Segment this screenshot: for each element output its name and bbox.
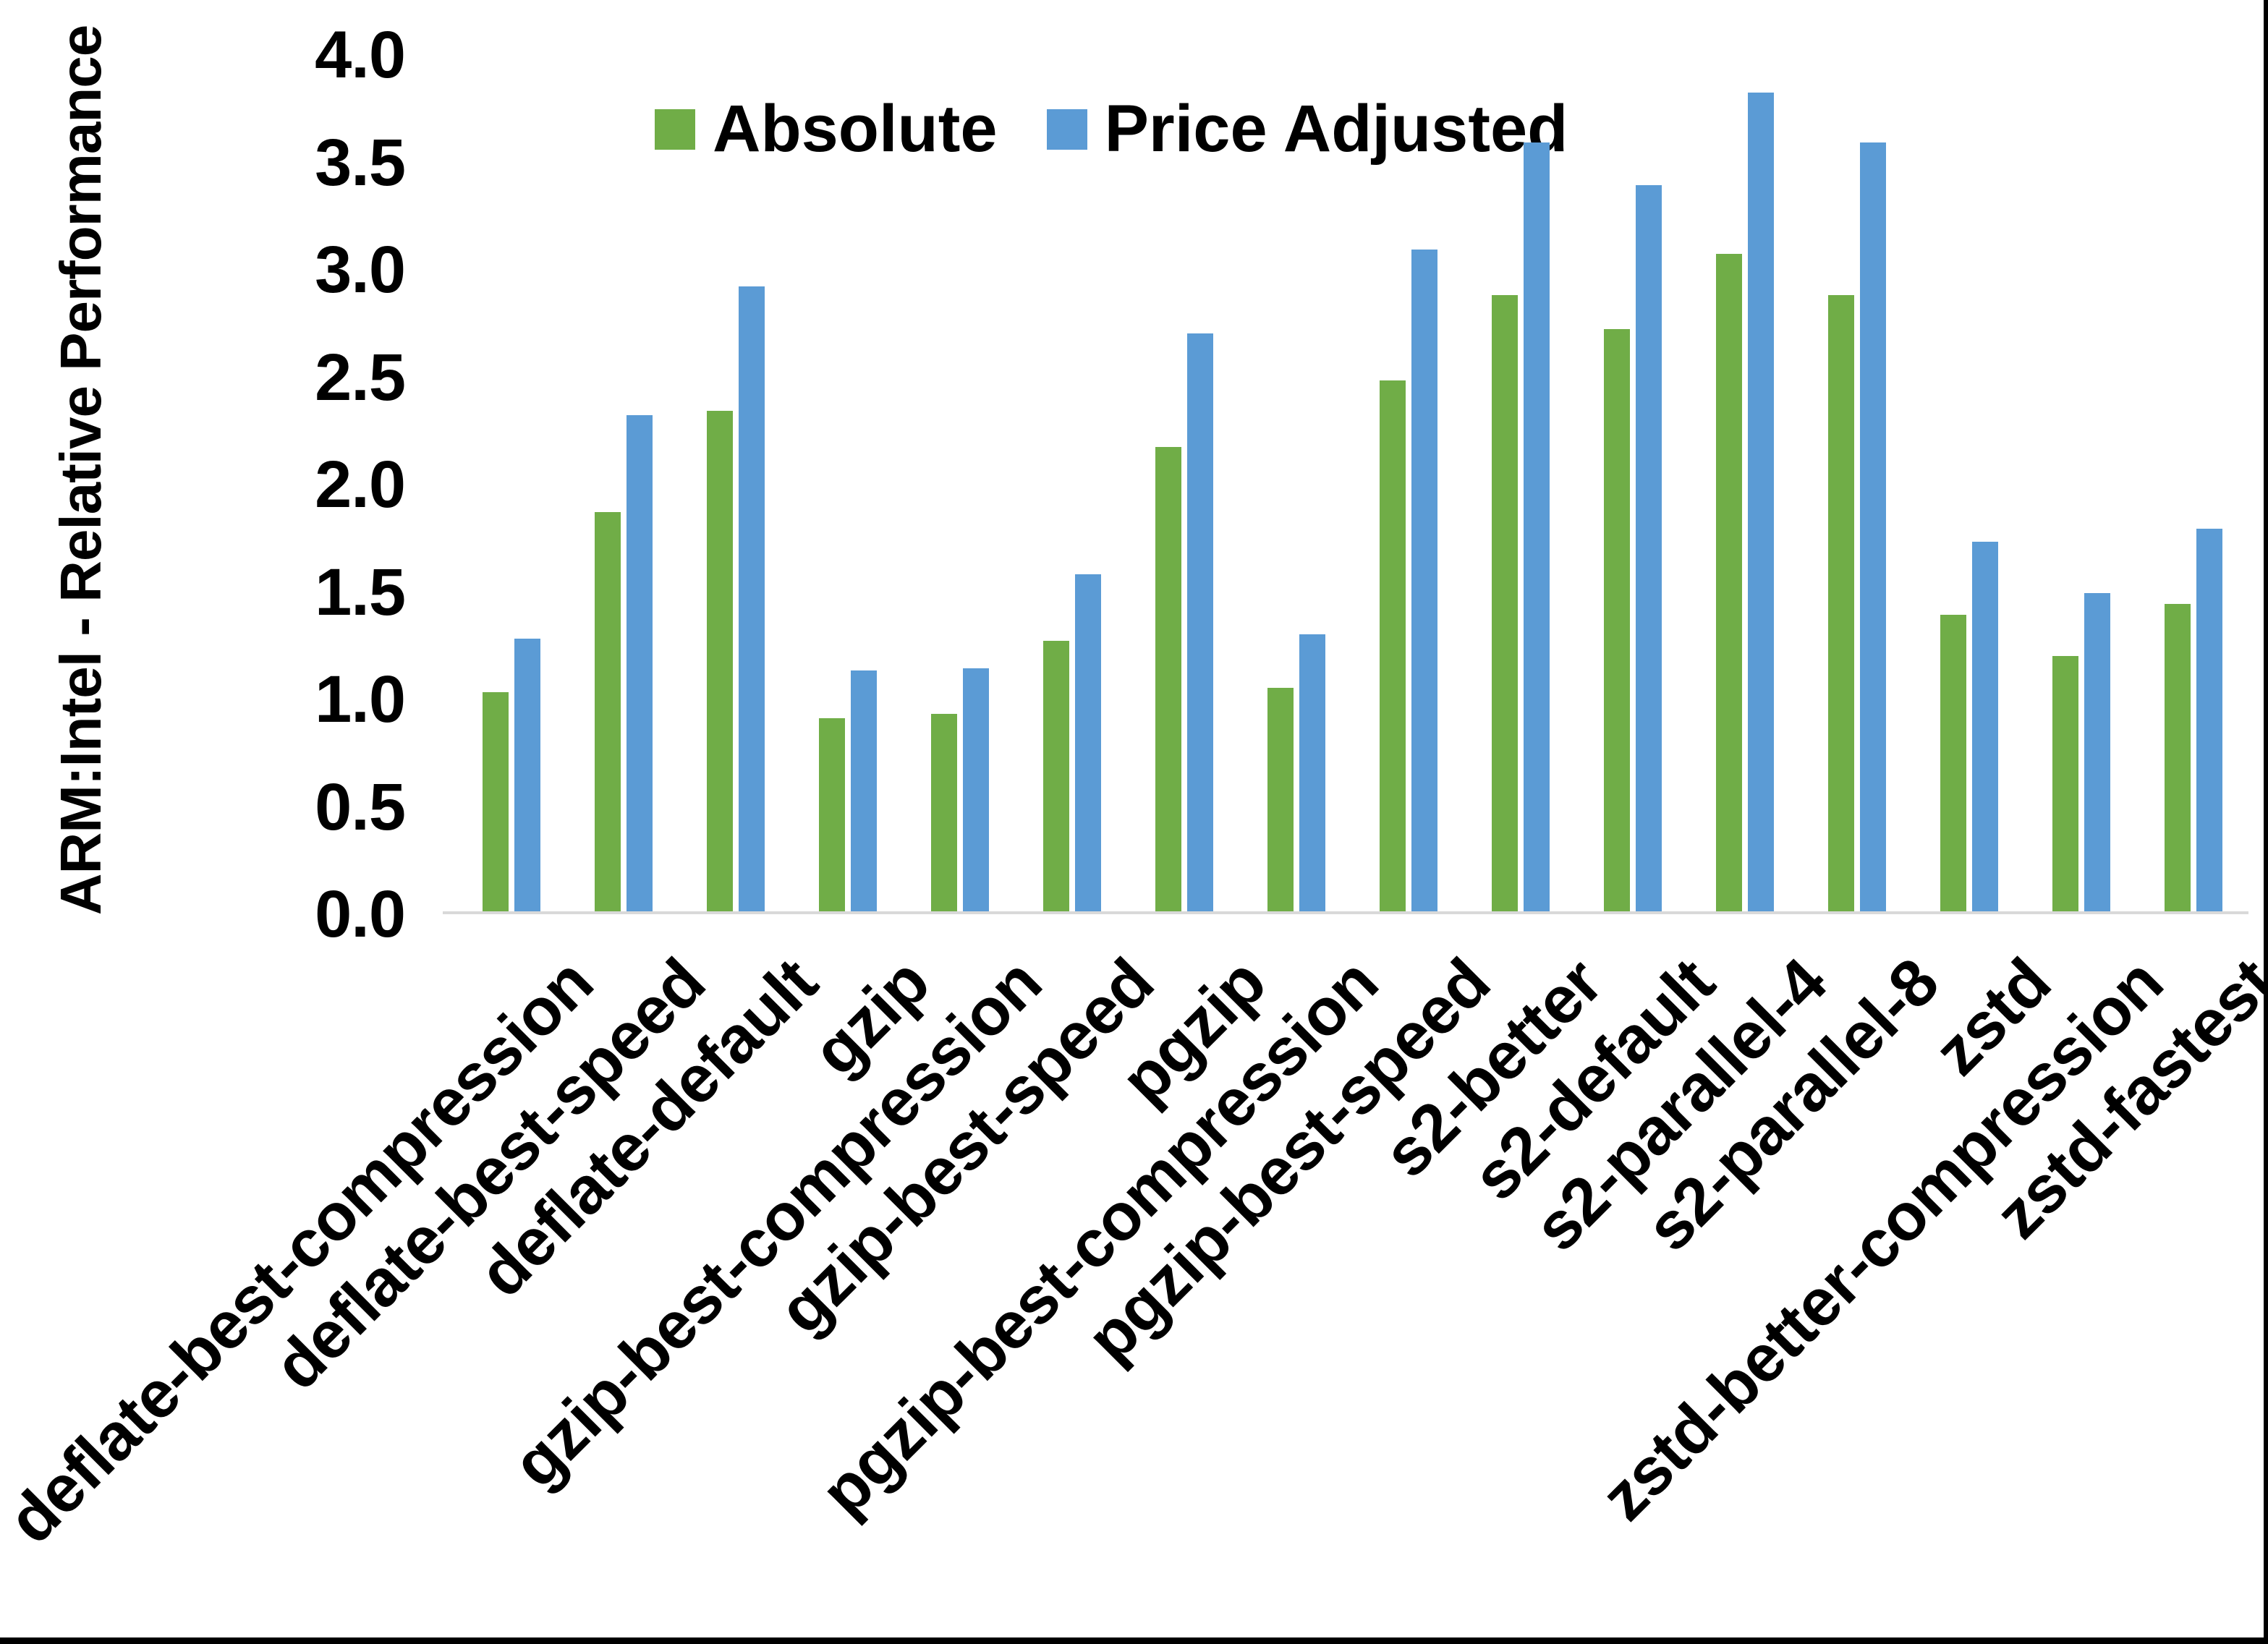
bar-price-adjusted-gzip [851, 670, 877, 911]
legend-item-price-adjusted: Price Adjusted [1046, 91, 1568, 167]
bar-absolute-zstd-fastest [2165, 604, 2191, 911]
bar-absolute-pgzip [1155, 447, 1181, 911]
bar-absolute-deflate-best-speed [595, 512, 621, 911]
bar-absolute-pgzip-best-compression [1267, 688, 1294, 911]
bar-absolute-gzip-best-compression [931, 714, 957, 911]
bar-price-adjusted-pgzip-best-compression [1299, 634, 1325, 911]
y-tick-label: 3.5 [315, 125, 406, 200]
bar-price-adjusted-zstd [1972, 542, 1998, 911]
bar-absolute-gzip [819, 718, 845, 911]
window-border-right [2264, 0, 2268, 1644]
y-tick-label: 0.5 [315, 770, 406, 844]
bar-price-adjusted-gzip-best-speed [1075, 574, 1101, 911]
y-tick-label: 2.0 [315, 448, 406, 521]
bar-absolute-pgzip-best-speed [1380, 380, 1406, 911]
bar-absolute-zstd [1940, 615, 1966, 911]
legend-label-price-adjusted: Price Adjusted [1104, 92, 1568, 166]
bar-absolute-deflate-default [707, 411, 733, 911]
legend-swatch-absolute-icon [655, 108, 695, 150]
bar-price-adjusted-pgzip-best-speed [1411, 250, 1437, 911]
bar-price-adjusted-s2-default [1636, 185, 1662, 911]
legend-item-absolute: Absolute [655, 91, 998, 167]
bar-price-adjusted-gzip-best-compression [963, 668, 989, 911]
x-axis-line [443, 911, 2248, 914]
legend-swatch-price-adjusted-icon [1046, 108, 1087, 150]
bar-price-adjusted-deflate-best-compression [514, 639, 540, 911]
bar-absolute-s2-default [1604, 329, 1630, 911]
bar-price-adjusted-s2-parallel-4 [1748, 93, 1774, 911]
legend: Absolute Price Adjusted [655, 91, 1568, 167]
y-tick-label: 3.0 [315, 233, 406, 307]
y-tick-label: 0.0 [315, 877, 406, 951]
window-border-bottom [0, 1637, 2268, 1644]
y-tick-label: 1.0 [315, 663, 406, 736]
bar-absolute-zstd-better-compression [2052, 656, 2078, 911]
bar-absolute-s2-parallel-4 [1716, 254, 1742, 911]
y-tick-label: 4.0 [315, 18, 406, 92]
y-tick-label: 1.5 [315, 555, 406, 629]
bar-absolute-s2-better [1492, 295, 1518, 911]
bar-price-adjusted-s2-better [1524, 142, 1550, 911]
legend-label-absolute: Absolute [713, 92, 998, 166]
bar-absolute-gzip-best-speed [1043, 641, 1069, 911]
bar-price-adjusted-zstd-fastest [2196, 529, 2222, 911]
bar-absolute-s2-parallel-8 [1828, 295, 1854, 911]
bar-price-adjusted-s2-parallel-8 [1860, 142, 1886, 911]
bar-price-adjusted-pgzip [1187, 333, 1213, 911]
bar-price-adjusted-deflate-best-speed [627, 415, 653, 911]
bar-absolute-deflate-best-compression [483, 692, 509, 911]
bar-price-adjusted-zstd-better-compression [2084, 593, 2110, 911]
bar-price-adjusted-deflate-default [739, 286, 765, 911]
y-tick-label: 2.5 [315, 340, 406, 414]
